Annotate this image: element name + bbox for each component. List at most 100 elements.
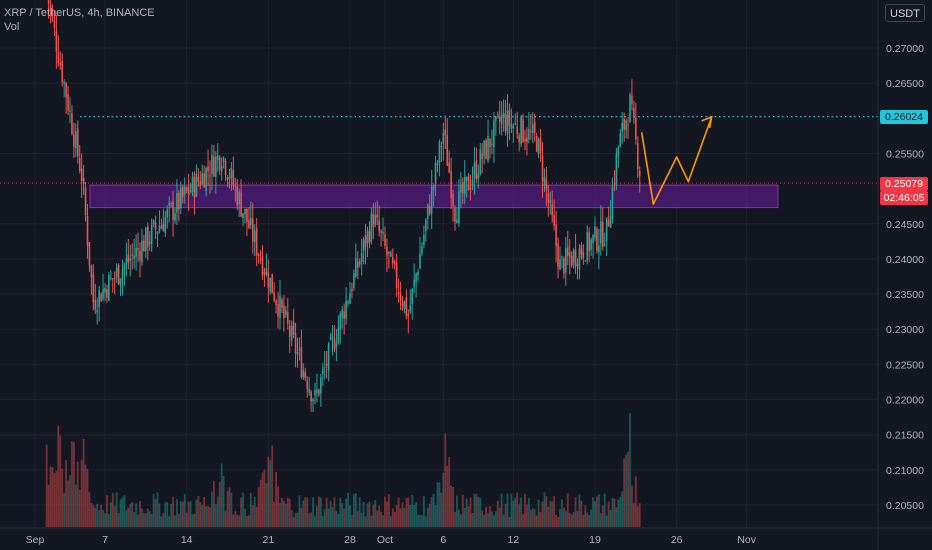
candle-body — [390, 252, 392, 257]
candle-body — [566, 247, 569, 256]
candle-body — [104, 287, 106, 293]
candle-body — [168, 202, 170, 206]
volume-bar — [304, 497, 307, 527]
candle-body — [308, 388, 310, 393]
candle-body — [207, 166, 209, 172]
candle-body — [545, 179, 548, 190]
volume-bar — [279, 502, 281, 527]
volume-bar — [199, 502, 202, 527]
candle-body — [337, 327, 340, 343]
candle-body — [448, 162, 450, 173]
volume-bar — [555, 514, 558, 527]
candle-body — [479, 149, 482, 175]
candle-body — [619, 133, 622, 148]
volume-bar — [403, 508, 406, 527]
candle-body — [498, 116, 501, 122]
volume-bar — [463, 507, 466, 527]
candle-body — [290, 325, 293, 341]
volume-bars — [45, 413, 641, 527]
candle-body — [80, 168, 83, 182]
candle-body — [335, 343, 338, 348]
time-scale[interactable]: Sep 7 14 21 28 Oct 6 12 19 26 Nov — [26, 534, 757, 546]
candle-body — [181, 186, 184, 197]
candle-body — [426, 204, 429, 219]
candle-body — [413, 279, 415, 288]
volume-bar — [450, 485, 453, 527]
candle-body — [518, 135, 520, 143]
volume-bar — [55, 470, 58, 527]
volume-bar — [189, 500, 192, 527]
currency-button[interactable]: USDT — [885, 4, 925, 22]
volume-bar — [524, 494, 526, 527]
volume-bar — [477, 496, 480, 527]
volume-bar — [212, 480, 215, 527]
volume-bar — [286, 497, 289, 527]
volume-bar — [222, 476, 225, 527]
volume-bar — [349, 505, 351, 527]
candle-body — [526, 137, 528, 142]
price-tick-label: 0.24500 — [886, 219, 924, 231]
candle-body — [601, 221, 604, 248]
volume-bar — [599, 513, 602, 527]
price-scale[interactable]: 0.27000 0.26500 0.25500 0.24500 0.24000 0.235… — [886, 43, 924, 512]
symbol-title[interactable]: XRP / TetherUS, 4h, BINANCE — [4, 7, 155, 19]
candle-body — [528, 128, 530, 140]
candle-body — [570, 255, 573, 266]
candle-body — [172, 201, 174, 220]
volume-bar — [374, 500, 377, 527]
volume-legend-label[interactable]: Vol — [4, 21, 20, 33]
volume-bar — [156, 492, 159, 527]
candle-body — [213, 156, 215, 176]
volume-bar — [522, 513, 524, 527]
candle-body — [59, 62, 62, 66]
candle-body — [166, 209, 169, 218]
volume-bar — [368, 501, 371, 527]
volume-bar — [121, 497, 124, 527]
candle-body — [117, 264, 120, 284]
candle-body — [360, 253, 363, 263]
candle-body — [510, 124, 513, 129]
volume-bar — [195, 499, 198, 527]
time-tick-label: 7 — [102, 534, 108, 546]
time-tick-label: Sep — [26, 534, 45, 546]
candle-body — [49, 4, 52, 10]
candle-body — [135, 247, 137, 257]
volume-bar — [141, 508, 143, 527]
volume-bar — [535, 515, 538, 527]
candle-body — [121, 269, 124, 280]
candle-body — [102, 288, 104, 299]
candle-body — [611, 186, 614, 219]
volume-bar — [63, 493, 66, 527]
candle-body — [261, 255, 264, 276]
candle-body — [617, 146, 620, 156]
volume-bar — [364, 516, 367, 527]
volume-bar — [135, 503, 138, 527]
volume-bar — [61, 468, 64, 527]
volume-bar — [333, 497, 336, 527]
volume-bar — [481, 510, 484, 527]
candle-body — [236, 186, 239, 206]
candle-body — [263, 271, 266, 275]
volume-bar — [426, 507, 429, 527]
volume-bar — [273, 501, 276, 527]
candle-body — [343, 311, 345, 319]
candle-body — [115, 268, 118, 277]
candle-body — [430, 186, 433, 214]
candle-body — [250, 217, 252, 226]
volume-bar — [329, 500, 332, 527]
candle-body — [127, 254, 130, 263]
candle-body — [452, 193, 454, 206]
candle-body — [633, 107, 635, 119]
volume-bar — [205, 506, 208, 527]
candle-body — [584, 260, 587, 262]
volume-bar — [634, 476, 637, 527]
volume-bar — [407, 497, 410, 527]
volume-bar — [432, 493, 435, 527]
volume-bar — [434, 504, 437, 527]
volume-bar — [448, 457, 451, 527]
candle-body — [495, 116, 497, 121]
projection-path[interactable] — [640, 116, 713, 205]
candle-body — [244, 209, 246, 215]
candle-body — [378, 220, 380, 232]
